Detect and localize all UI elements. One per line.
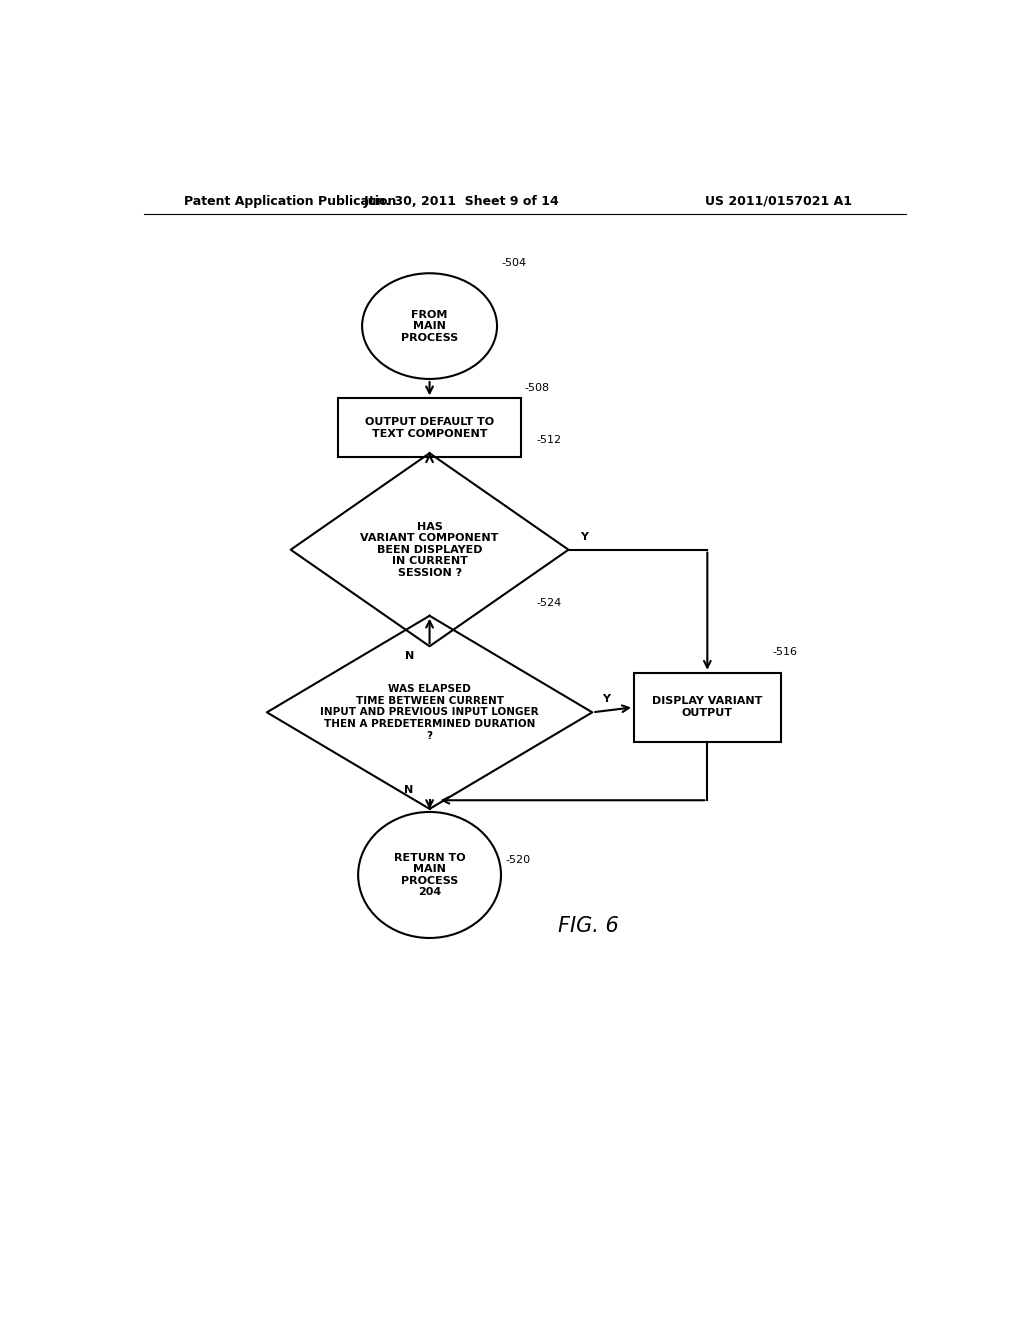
- Text: FIG. 6: FIG. 6: [558, 916, 618, 936]
- Text: Y: Y: [581, 532, 589, 541]
- Text: -520: -520: [505, 855, 530, 865]
- Text: -516: -516: [773, 647, 798, 657]
- Text: -524: -524: [537, 598, 562, 607]
- Text: Jun. 30, 2011  Sheet 9 of 14: Jun. 30, 2011 Sheet 9 of 14: [364, 194, 559, 207]
- Text: -504: -504: [501, 259, 526, 268]
- Text: N: N: [404, 785, 414, 795]
- Text: US 2011/0157021 A1: US 2011/0157021 A1: [706, 194, 852, 207]
- Text: -512: -512: [537, 436, 562, 445]
- Text: WAS ELAPSED
TIME BETWEEN CURRENT
INPUT AND PREVIOUS INPUT LONGER
THEN A PREDETER: WAS ELAPSED TIME BETWEEN CURRENT INPUT A…: [321, 684, 539, 741]
- Bar: [634, 673, 780, 742]
- Text: Y: Y: [602, 694, 609, 704]
- Text: RETURN TO
MAIN
PROCESS
204: RETURN TO MAIN PROCESS 204: [394, 853, 465, 898]
- Text: N: N: [406, 651, 415, 661]
- Text: FROM
MAIN
PROCESS: FROM MAIN PROCESS: [401, 309, 458, 343]
- Text: DISPLAY VARIANT
OUTPUT: DISPLAY VARIANT OUTPUT: [652, 697, 763, 718]
- Text: OUTPUT DEFAULT TO
TEXT COMPONENT: OUTPUT DEFAULT TO TEXT COMPONENT: [365, 417, 495, 438]
- Text: HAS
VARIANT COMPONENT
BEEN DISPLAYED
IN CURRENT
SESSION ?: HAS VARIANT COMPONENT BEEN DISPLAYED IN …: [360, 521, 499, 578]
- Bar: [338, 399, 521, 457]
- Text: Patent Application Publication: Patent Application Publication: [183, 194, 396, 207]
- Text: -508: -508: [524, 383, 550, 393]
